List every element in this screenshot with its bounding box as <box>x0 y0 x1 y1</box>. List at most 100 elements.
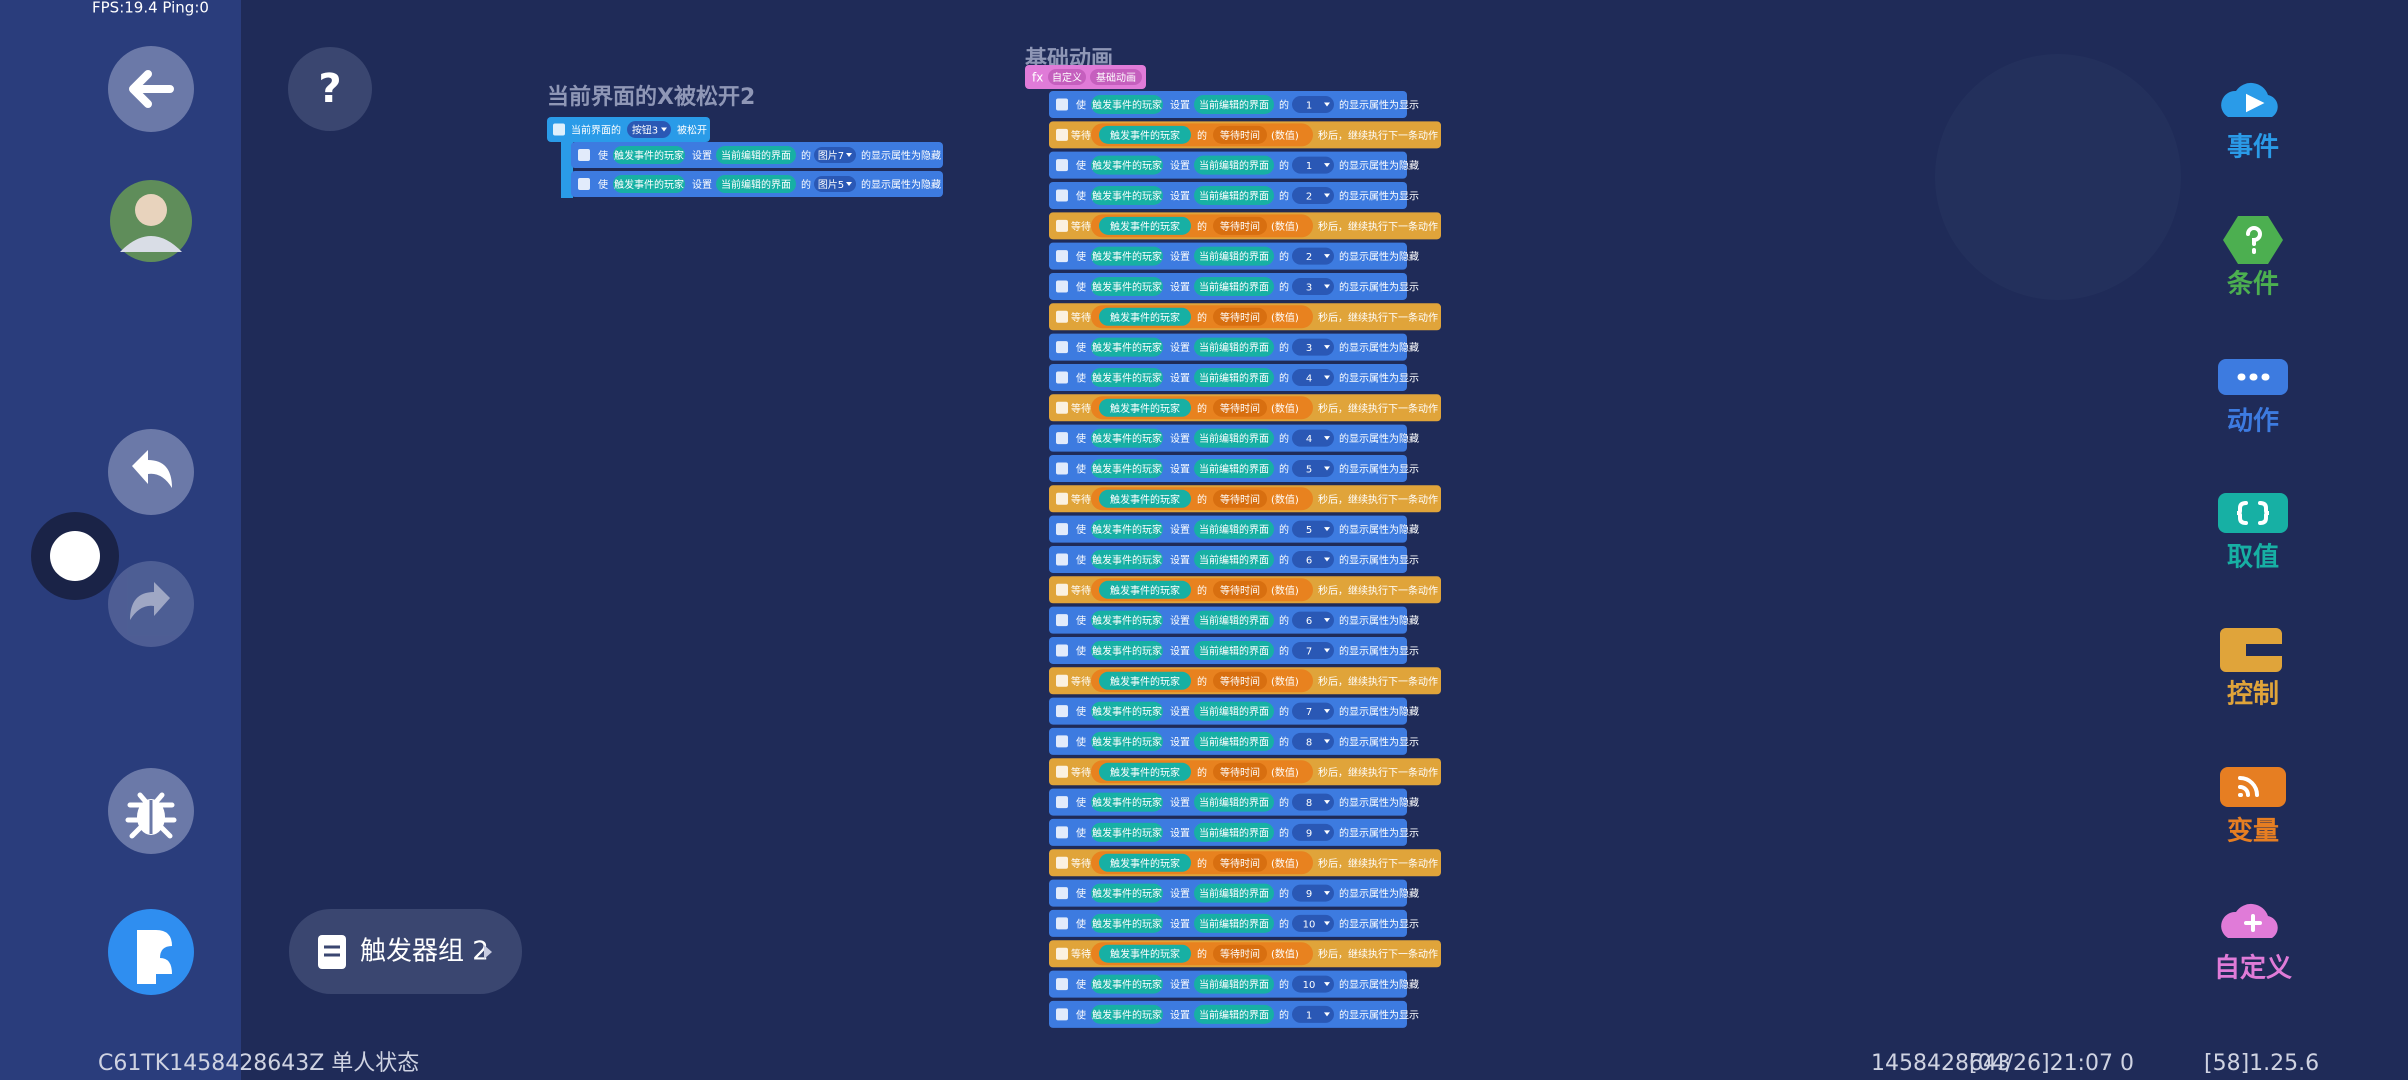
block-text: 的 <box>801 149 811 162</box>
action-block[interactable]: 使触发事件的玩家 设置 当前编辑的界面的 10 的显示属性为隐藏 <box>1049 970 1419 998</box>
wait-block[interactable]: 等待 触发事件的玩家 的等待时间 (数值) 秒后，继续执行下一条动作 <box>1049 667 1441 695</box>
wait-block[interactable]: 等待 触发事件的玩家 的等待时间 (数值) 秒后，继续执行下一条动作 <box>1049 849 1441 877</box>
action-block[interactable]: 使触发事件的玩家 设置 当前编辑的界面的 2 的显示属性为隐藏 <box>1049 242 1419 270</box>
palette-item[interactable]: 变量 <box>2220 767 2286 847</box>
block-text: 的显示属性为隐藏 <box>1339 159 1419 172</box>
dropdown <box>627 121 671 138</box>
block-text: (数值) <box>1271 584 1299 597</box>
wait-block[interactable]: 等待 触发事件的玩家 的等待时间 (数值) 秒后，继续执行下一条动作 <box>1049 394 1441 422</box>
block-text: 秒后，继续执行下一条动作 <box>1318 129 1438 142</box>
block-text: 当前编辑的界面 <box>1199 250 1269 263</box>
dropdown-arrow <box>1324 102 1330 107</box>
trigger-group-button[interactable]: 触发器组 2 <box>289 909 522 994</box>
wait-block[interactable]: 等待 触发事件的玩家 的等待时间 (数值) 秒后，继续执行下一条动作 <box>1049 485 1441 513</box>
wait-block[interactable]: 等待 触发事件的玩家 的等待时间 (数值) 秒后，继续执行下一条动作 <box>1049 758 1441 786</box>
block-text: 等待 <box>1071 129 1091 142</box>
action-block[interactable]: 使触发事件的玩家 设置 当前编辑的界面的 7 的显示属性为隐藏 <box>1049 697 1419 725</box>
block-text: 使 <box>1076 553 1086 566</box>
redo-button[interactable] <box>108 561 194 647</box>
event-block[interactable]: 当前界面的 按钮3 被松开 <box>547 117 710 142</box>
action-block[interactable]: 使触发事件的玩家 设置 当前编辑的界面的 8 的显示属性为隐藏 <box>1049 788 1419 816</box>
block-text: 设置 <box>692 179 712 191</box>
block-text: (数值) <box>1271 493 1299 506</box>
palette-item[interactable]: 取值 <box>2218 493 2288 573</box>
action-block[interactable]: 使触发事件的玩家 设置 当前编辑的界面的 6 的显示属性为隐藏 <box>1049 606 1419 634</box>
help-button[interactable]: ? <box>288 47 372 131</box>
block-slot <box>1194 155 1274 175</box>
wait-block[interactable]: 等待 触发事件的玩家 的等待时间 (数值) 秒后，继续执行下一条动作 <box>1049 303 1441 331</box>
action-block[interactable]: 使触发事件的玩家 设置 当前编辑的界面的图片7 的显示属性为隐藏 <box>571 142 943 168</box>
block-text: 的 <box>1279 99 1289 112</box>
block-icon <box>1056 98 1068 111</box>
wait-block[interactable]: 等待 触发事件的玩家 的等待时间 (数值) 秒后，继续执行下一条动作 <box>1049 121 1441 149</box>
palette-item[interactable]: 动作 <box>2218 359 2288 437</box>
action-block[interactable]: 使触发事件的玩家 设置 当前编辑的界面的 3 的显示属性为隐藏 <box>1049 333 1419 361</box>
debug-button[interactable] <box>108 768 194 854</box>
dropdown-arrow <box>1324 254 1330 259</box>
palette-label: 变量 <box>2227 816 2279 847</box>
action-block[interactable]: 使触发事件的玩家 设置 当前编辑的界面的 10 的显示属性为显示 <box>1049 909 1419 937</box>
action-block[interactable]: 使触发事件的玩家 设置 当前编辑的界面的 1 的显示属性为显示 <box>1049 1000 1419 1028</box>
block-slot <box>1194 95 1274 114</box>
palette-glyph <box>2246 226 2262 254</box>
palette-label: 条件 <box>2227 270 2279 300</box>
wait-block[interactable]: 等待 触发事件的玩家 的等待时间 (数值) 秒后，继续执行下一条动作 <box>1049 940 1441 968</box>
wait-block[interactable]: 等待 触发事件的玩家 的等待时间 (数值) 秒后，继续执行下一条动作 <box>1049 212 1441 240</box>
wait-block[interactable]: 等待 触发事件的玩家 的等待时间 (数值) 秒后，继续执行下一条动作 <box>1049 576 1441 604</box>
block-text: 当前编辑的界面 <box>1199 553 1269 566</box>
block-text: 10 <box>1303 980 1316 991</box>
action-block[interactable]: 使触发事件的玩家 设置 当前编辑的界面的 2 的显示属性为显示 <box>1049 181 1419 209</box>
block-text: 的显示属性为隐藏 <box>861 149 941 162</box>
action-block[interactable]: 使触发事件的玩家 设置 当前编辑的界面的 8 的显示属性为显示 <box>1049 727 1419 755</box>
palette-item[interactable]: 事件 <box>2221 82 2279 163</box>
block-text: 的显示属性为隐藏 <box>1339 705 1419 718</box>
block-slot <box>1091 185 1163 205</box>
block-slot <box>1194 337 1274 357</box>
block-text: 7 <box>1306 707 1312 718</box>
block-slot <box>613 175 685 193</box>
action-block[interactable]: 使触发事件的玩家 设置 当前编辑的界面的 7 的显示属性为显示 <box>1049 636 1419 664</box>
action-block[interactable]: 使触发事件的玩家 设置 当前编辑的界面的 3 的显示属性为显示 <box>1049 272 1419 300</box>
block-text: 触发事件的玩家 <box>1110 675 1180 688</box>
block-text: 的 <box>1197 493 1207 506</box>
block-slot <box>1091 731 1163 751</box>
avatar[interactable] <box>110 180 192 262</box>
block-text: 触发事件的玩家 <box>1092 917 1162 930</box>
action-block[interactable]: 使触发事件的玩家 设置 当前编辑的界面的 5 的显示属性为隐藏 <box>1049 515 1419 543</box>
block-icon <box>578 149 590 161</box>
action-block[interactable]: 使触发事件的玩家 设置 当前编辑的界面的 4 的显示属性为隐藏 <box>1049 424 1419 452</box>
palette-item[interactable]: 控制 <box>2220 628 2282 710</box>
dropdown-arrow <box>1324 345 1330 350</box>
action-block[interactable]: 使触发事件的玩家 设置 当前编辑的界面的 5 的显示属性为显示 <box>1049 454 1419 482</box>
block-slot <box>1213 216 1267 235</box>
block-text: 设置 <box>1170 706 1190 718</box>
action-block[interactable]: 使触发事件的玩家 设置 当前编辑的界面的 6 的显示属性为显示 <box>1049 545 1419 573</box>
action-block[interactable]: 使触发事件的玩家 设置 当前编辑的界面的 9 的显示属性为显示 <box>1049 818 1419 846</box>
undo-button[interactable] <box>108 429 194 515</box>
block-text: 9 <box>1306 889 1312 900</box>
action-block[interactable]: 使触发事件的玩家 设置 当前编辑的界面的 9 的显示属性为隐藏 <box>1049 879 1419 907</box>
block-icon <box>1056 947 1068 960</box>
block-text: 的 <box>1279 250 1289 263</box>
block-text: 触发事件的玩家 <box>1092 644 1162 657</box>
action-block[interactable]: 使触发事件的玩家 设置 当前编辑的界面的图片5 的显示属性为隐藏 <box>571 171 943 197</box>
palette-item[interactable]: 条件 <box>2223 216 2283 300</box>
floating-button[interactable] <box>31 512 119 600</box>
action-block[interactable]: 使触发事件的玩家 设置 当前编辑的界面的 1 的显示属性为隐藏 <box>1049 151 1419 179</box>
block-text: (数值) <box>1271 675 1299 688</box>
back-button[interactable] <box>108 46 194 132</box>
block-slot <box>1194 640 1274 660</box>
block-text: 当前界面的 <box>571 124 621 137</box>
block-slot <box>1099 580 1191 599</box>
palette-item[interactable]: 自定义 <box>2214 903 2292 984</box>
run-button[interactable] <box>108 909 194 995</box>
block-icon <box>1056 583 1068 596</box>
block-text: 触发事件的玩家 <box>1092 887 1162 900</box>
function-header[interactable]: fx 自定义 基础动画 <box>1025 65 1146 89</box>
action-block[interactable]: 使触发事件的玩家 设置 当前编辑的界面的 1 的显示属性为显示 <box>1049 91 1419 118</box>
block-text: 触发事件的玩家 <box>1110 948 1180 961</box>
action-block[interactable]: 使触发事件的玩家 设置 当前编辑的界面的 4 的显示属性为显示 <box>1049 363 1419 391</box>
block-text: 的 <box>1197 402 1207 415</box>
block-text: 的 <box>1279 341 1289 354</box>
block-text: 设置 <box>692 150 712 162</box>
